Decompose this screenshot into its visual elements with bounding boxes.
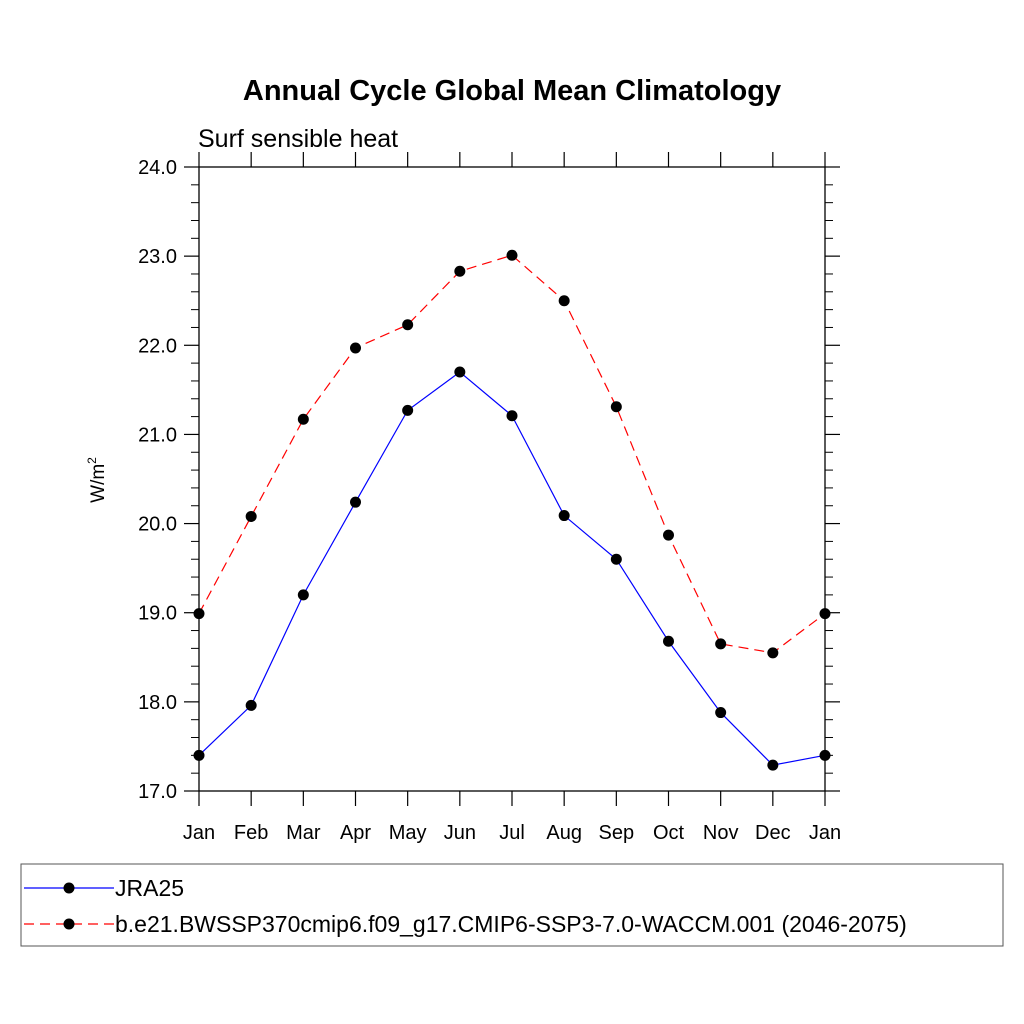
- data-point: [663, 529, 674, 541]
- y-tick-label: 20.0: [138, 514, 177, 536]
- plot-frame: [198, 166, 826, 792]
- data-point: [193, 749, 205, 761]
- legend-label: b.e21.BWSSP370cmip6.f09_g17.CMIP6-SSP3-7…: [115, 911, 907, 937]
- y-tick-label: 18.0: [138, 692, 177, 714]
- y-tick-label: 17.0: [138, 781, 177, 803]
- data-point: [245, 699, 257, 711]
- series-layer: [193, 249, 831, 771]
- data-point: [610, 401, 622, 413]
- series-2: [193, 249, 831, 659]
- legend-box: [20, 863, 1004, 947]
- data-point: [297, 413, 309, 425]
- chart-title: Annual Cycle Global Mean Climatology: [243, 75, 781, 107]
- series-line: [198, 371, 826, 766]
- x-tick-label: Sep: [599, 822, 635, 844]
- legend-item: b.e21.BWSSP370cmip6.f09_g17.CMIP6-SSP3-7…: [24, 911, 907, 937]
- x-tick-label: Apr: [340, 822, 371, 844]
- data-point: [402, 404, 414, 416]
- data-point: [193, 608, 205, 620]
- legend-marker: [63, 882, 75, 894]
- data-point: [558, 295, 570, 307]
- data-point: [506, 249, 518, 261]
- y-axis-label-superscript: 2: [85, 457, 99, 464]
- legend-items: JRA25 b.e21.BWSSP370cmip6.f09_g17.CMIP6-S…: [24, 875, 907, 937]
- x-tick-label: Mar: [286, 822, 321, 844]
- series-1: [193, 366, 831, 771]
- y-tick-label: 24.0: [138, 157, 177, 179]
- y-tick-labels: 17.0 18.0 19.0 20.0 21.0 22.0 23.0 24.0: [138, 157, 177, 803]
- x-tick-label: Nov: [703, 822, 739, 844]
- y-tick-label: 19.0: [138, 603, 177, 625]
- data-point: [506, 410, 518, 422]
- x-tick-label: Oct: [653, 822, 685, 844]
- legend-marker: [63, 918, 75, 930]
- data-point: [663, 635, 674, 647]
- data-point: [819, 749, 831, 761]
- x-tick-label: Aug: [546, 822, 582, 844]
- data-point: [350, 496, 361, 508]
- data-point: [715, 638, 727, 650]
- x-tick-label: Dec: [755, 822, 791, 844]
- data-point: [297, 589, 309, 601]
- data-point: [610, 553, 622, 565]
- data-point: [454, 265, 466, 277]
- y-axis-label: W/m2: [85, 457, 109, 503]
- y-tick-label: 21.0: [138, 424, 177, 446]
- x-tick-label: May: [389, 822, 427, 844]
- data-point: [454, 366, 466, 378]
- chart-subtitle: Surf sensible heat: [198, 125, 398, 153]
- legend: JRA25 b.e21.BWSSP370cmip6.f09_g17.CMIP6-S…: [20, 863, 1004, 947]
- data-point: [819, 608, 831, 620]
- data-point: [245, 510, 257, 522]
- x-tick-labels: Jan Feb Mar Apr May Jun Jul Aug Sep Oct Nov Dec Jan: [183, 822, 841, 844]
- legend-label: JRA25: [115, 875, 184, 901]
- data-point: [767, 647, 779, 659]
- x-tick-label: Jul: [499, 822, 525, 844]
- data-point: [402, 319, 414, 331]
- x-tick-label: Jan: [809, 822, 841, 844]
- data-point: [715, 707, 727, 719]
- x-tick-label: Feb: [234, 822, 268, 844]
- y-axis-label-text: W/m: [88, 464, 109, 503]
- x-tick-label: Jan: [183, 822, 215, 844]
- y-tick-label: 23.0: [138, 246, 177, 268]
- series-line: [198, 254, 826, 654]
- data-point: [350, 342, 361, 354]
- y-tick-label: 22.0: [138, 335, 177, 357]
- data-point: [558, 510, 570, 522]
- data-point: [767, 759, 779, 771]
- minor-ticks: [191, 184, 833, 774]
- x-tick-label: Jun: [444, 822, 476, 844]
- legend-item: JRA25: [24, 875, 184, 901]
